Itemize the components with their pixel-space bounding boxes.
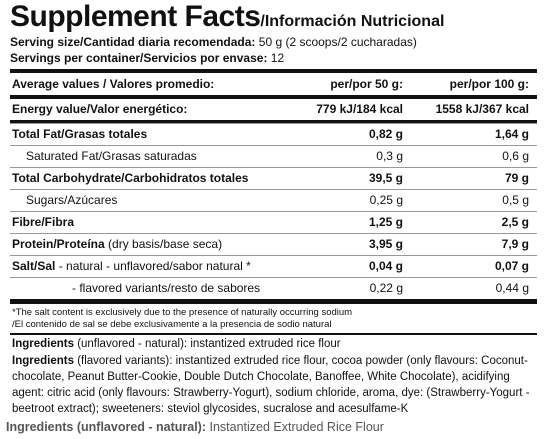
ingredients-label: Ingredients <box>12 338 74 350</box>
row-label-cell: Total Carbohydrate/Carbohidratos totales <box>12 168 248 189</box>
value-per-100g: 0,44 g <box>495 281 529 295</box>
footnote: /El contenido de sal se debe exclusivame… <box>12 319 332 330</box>
value-per-50g: 0,3 g <box>376 149 403 163</box>
row-label: Fibre/Fibra <box>12 215 75 229</box>
row-label-cell: Fibre/Fibra <box>12 212 74 233</box>
title-line: Supplement Facts/Información Nutricional <box>10 0 537 34</box>
row-label-cell: Protein/Proteína (dry basis/base seca) <box>12 234 222 255</box>
value-per-100g: 79 g <box>504 171 529 185</box>
table-row: Saturated Fat/Grasas saturadas 0,3 g 0,6 g <box>10 145 537 167</box>
row-label: - flavored variants/resto de sabores <box>72 281 261 295</box>
header-cell: per/por 50 g: <box>330 77 403 91</box>
serving-size-value: 50 g (2 scoops/2 cucharadas) <box>258 35 417 49</box>
ingredients-note: (flavored variants): <box>77 355 173 367</box>
serving-size: Serving size/Cantidad diaria recomendada… <box>10 34 537 50</box>
row-label-cell: Total Fat/Grasas totales <box>12 124 147 145</box>
table-row: Salt/Sal - natural - unflavored/sabor na… <box>10 255 537 277</box>
row-label: Salt/Sal <box>12 259 56 273</box>
table-row: Total Carbohydrate/Carbohidratos totales… <box>10 167 537 189</box>
value-per-100g: 0,07 g <box>494 259 529 273</box>
value-per-50g: 0,25 g <box>369 193 403 207</box>
row-label-cell: Salt/Sal - natural - unflavored/sabor na… <box>12 256 251 277</box>
value-per-100g: 7,9 g <box>501 237 529 251</box>
ingredients-note: (unflavored - natural): <box>77 338 188 350</box>
value-per-100g: 1,64 g <box>494 127 529 141</box>
table-row: Sugars/Azúcares 0,25 g 0,5 g <box>10 189 537 211</box>
footer-label: Ingredients (unflavored - natural): <box>6 420 207 434</box>
row-label-cell: Sugars/Azúcares <box>26 190 117 211</box>
footer: Ingredients (unflavored - natural): Inst… <box>6 420 384 434</box>
value-per-50g: 0,82 g <box>368 127 403 141</box>
ingredients-label: Ingredients <box>12 355 74 367</box>
footnote: *The salt content is exclusively due to … <box>12 307 353 318</box>
value-per-50g: 0,04 g <box>368 259 403 273</box>
value-per-50g: 779 kJ/184 kcal <box>316 102 403 116</box>
row-label: Total Carbohydrate/Carbohidratos totales <box>12 171 249 185</box>
table-row: Protein/Proteína (dry basis/base seca) 3,… <box>10 233 537 255</box>
table-body: Energy value/Valor energético: 779 kJ/184… <box>10 99 537 299</box>
servings-value: 12 <box>270 51 285 65</box>
supplement-label: Supplement Facts/Información Nutricional… <box>10 0 537 418</box>
row-label: Saturated Fat/Grasas saturadas <box>26 149 197 163</box>
value-per-50g: 39,5 g <box>368 171 403 185</box>
value-per-50g: 0,22 g <box>369 281 403 295</box>
serving-size-label: Serving size/Cantidad diaria recomendada… <box>10 35 256 49</box>
footer-text: Instantized Extruded Rice Flour <box>209 420 384 434</box>
value-per-50g: 1,25 g <box>368 215 403 229</box>
rule <box>10 299 537 303</box>
ingredients: Ingredients (unflavored - natural): inst… <box>10 335 537 353</box>
table-row: Total Fat/Grasas totales 0,82 g 1,64 g <box>10 123 537 145</box>
header-cell: per/por 100 g: <box>449 77 529 91</box>
table-row: Fibre/Fibra 1,25 g 2,5 g <box>10 211 537 233</box>
rule <box>10 95 537 99</box>
ingredients-text: instantized extruded rice flour <box>190 338 341 350</box>
row-label-cell: - flavored variants/resto de sabores <box>72 278 260 299</box>
rule <box>10 120 537 123</box>
row-label-cell: Energy value/Valor energético: <box>12 99 187 120</box>
footnotes: *The salt content is exclusively due to … <box>10 303 537 333</box>
row-label-cell: Saturated Fat/Grasas saturadas <box>26 146 197 167</box>
ingredients: Ingredients (flavored variants): instant… <box>10 353 537 418</box>
title: Supplement Facts <box>10 0 261 33</box>
row-label: Sugars/Azúcares <box>26 193 118 207</box>
table-row: Energy value/Valor energético: 779 kJ/184… <box>10 99 537 120</box>
row-note: - natural - unflavored/sabor natural * <box>58 259 251 273</box>
servings: Servings per container/Servicios por env… <box>10 50 537 66</box>
rule <box>10 333 537 335</box>
value-per-100g: 2,5 g <box>501 215 529 229</box>
servings-label: Servings per container/Servicios por env… <box>10 51 268 65</box>
rule <box>10 69 537 73</box>
value-per-50g: 3,95 g <box>368 237 403 251</box>
row-label: Energy value/Valor energético: <box>12 102 188 116</box>
value-per-100g: 0,6 g <box>502 149 529 163</box>
header-cell: Average values / Valores promedio: <box>12 77 215 91</box>
ingredients-text: instantized extruded rice flour, cocoa p… <box>12 355 530 415</box>
value-per-100g: 0,5 g <box>502 193 529 207</box>
table-header: Average values / Valores promedio: per/p… <box>10 73 537 95</box>
row-note: (dry basis/base seca) <box>108 237 223 251</box>
table-row: - flavored variants/resto de sabores 0,22… <box>10 277 537 299</box>
value-per-100g: 1558 kJ/367 kcal <box>435 102 529 116</box>
row-label: Total Fat/Grasas totales <box>12 127 148 141</box>
row-label: Protein/Proteína <box>12 237 105 251</box>
subtitle: /Información Nutricional <box>260 13 445 30</box>
